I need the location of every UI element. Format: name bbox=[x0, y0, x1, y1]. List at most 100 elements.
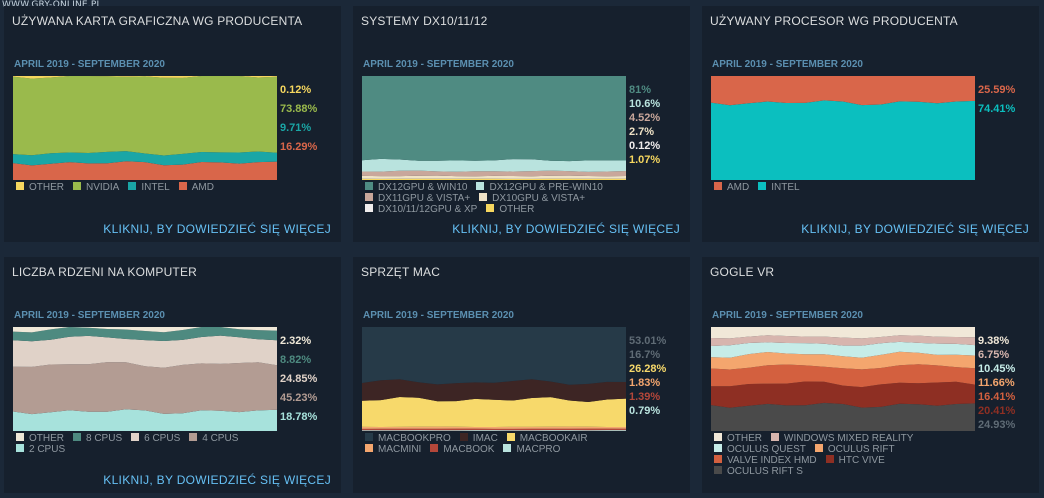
watermark: WWW.GRY-ONLINE.PL bbox=[2, 0, 102, 10]
legend-label: NVIDIA bbox=[86, 182, 120, 193]
legend-item-htc-vive: HTC VIVE bbox=[825, 455, 885, 466]
legend-item-other: OTHER bbox=[714, 433, 762, 444]
percent-label-macbookair: 26.28% bbox=[629, 363, 667, 375]
learn-more-link[interactable]: KLIKNIJ, BY DOWIEDZIEĆ SIĘ WIĘCEJ bbox=[801, 222, 1029, 236]
percent-label-other: 1.07% bbox=[629, 154, 661, 166]
legend-label: IMAC bbox=[472, 433, 498, 444]
legend-item-other: OTHER bbox=[16, 182, 64, 193]
percent-label-other: 0.12% bbox=[280, 84, 312, 96]
percent-label-4-cpus: 45.23% bbox=[280, 392, 318, 404]
vr-headsets-panel: GOGLE VR APRIL 2019 - SEPTEMBER 2020 9.3… bbox=[702, 257, 1039, 493]
panel-title: UŻYWANY PROCESOR WG PRODUCENTA bbox=[710, 14, 958, 28]
legend-label: DX10GPU & VISTA+ bbox=[492, 193, 586, 204]
legend-item-amd: AMD bbox=[714, 182, 749, 193]
date-range: APRIL 2019 - SEPTEMBER 2020 bbox=[712, 310, 863, 321]
chart-legend: OTHER NVIDIA INTEL AMD bbox=[16, 182, 276, 193]
percent-label-6-cpus: 24.85% bbox=[280, 373, 318, 385]
legend-label: OTHER bbox=[29, 433, 64, 444]
legend-item-macpro: MACPRO bbox=[503, 444, 560, 455]
legend-label: OTHER bbox=[727, 433, 762, 444]
area-intel bbox=[13, 151, 277, 166]
legend-item-windows-mixed-reality: WINDOWS MIXED REALITY bbox=[771, 433, 913, 444]
legend-swatch bbox=[459, 433, 468, 441]
chart-legend: MACBOOKPRO IMAC MACBOOKAIR MACMINI MACBOOK MA… bbox=[365, 433, 625, 455]
legend-item-macbookpro: MACBOOKPRO bbox=[365, 433, 451, 444]
vr-headsets-chart bbox=[711, 327, 975, 431]
legend-swatch bbox=[365, 444, 373, 452]
area-oculus-rift-s bbox=[711, 402, 975, 431]
legend-swatch bbox=[73, 433, 81, 441]
mac-hardware-panel: SPRZĘT MAC APRIL 2019 - SEPTEMBER 2020 5… bbox=[353, 257, 690, 493]
legend-item-amd: AMD bbox=[178, 182, 214, 193]
legend-swatch bbox=[128, 182, 137, 190]
legend-label: AMD bbox=[191, 182, 214, 193]
legend-item-6-cpus: 6 CPUS bbox=[131, 433, 180, 444]
legend-swatch bbox=[16, 433, 24, 441]
learn-more-link[interactable]: KLIKNIJ, BY DOWIEDZIEĆ SIĘ WIĘCEJ bbox=[103, 473, 331, 487]
legend-item-dx12gpu-win10: DX12GPU & WIN10 bbox=[365, 182, 467, 193]
area-intel bbox=[711, 100, 975, 180]
area-6-cpus bbox=[13, 335, 277, 368]
percent-label-htc-vive: 20.41% bbox=[978, 405, 1016, 417]
area-2-cpus bbox=[13, 409, 277, 431]
legend-swatch bbox=[771, 433, 779, 441]
learn-more-link[interactable]: KLIKNIJ, BY DOWIEDZIEĆ SIĘ WIĘCEJ bbox=[452, 222, 680, 236]
legend-swatch bbox=[476, 182, 485, 190]
legend-label: MACBOOKAIR bbox=[519, 433, 588, 444]
area-valve-index-hmd bbox=[711, 364, 975, 388]
legend-label: DX12GPU & WIN10 bbox=[378, 182, 468, 193]
legend-item-dx11gpu-vista: DX11GPU & VISTA+ bbox=[365, 193, 470, 204]
legend-swatch bbox=[714, 433, 722, 441]
legend-swatch bbox=[131, 433, 140, 441]
dx-systems-chart bbox=[362, 76, 626, 180]
panel-title: SPRZĘT MAC bbox=[361, 265, 441, 279]
chart-legend: AMD INTEL bbox=[714, 182, 974, 193]
area-macbookair bbox=[362, 397, 626, 427]
area-other bbox=[13, 76, 277, 79]
legend-item-nvidia: NVIDIA bbox=[73, 182, 119, 193]
percent-label-macmini: 1.83% bbox=[629, 377, 661, 389]
percent-label-nvidia: 73.88% bbox=[280, 103, 318, 115]
date-range: APRIL 2019 - SEPTEMBER 2020 bbox=[14, 310, 165, 321]
percent-label-8-cpus: 8.82% bbox=[280, 354, 312, 366]
percent-label-imac: 16.7% bbox=[629, 349, 661, 361]
legend-swatch bbox=[16, 182, 24, 190]
area-macpro bbox=[362, 430, 626, 431]
chart-legend: OTHER 8 CPUS 6 CPUS 4 CPUS 2 CPUS bbox=[16, 433, 276, 455]
legend-label: DX12GPU & PRE-WIN10 bbox=[489, 182, 603, 193]
percent-label-intel: 9.71% bbox=[280, 122, 312, 134]
legend-label: OCULUS QUEST bbox=[727, 444, 806, 455]
area-htc-vive bbox=[711, 381, 975, 408]
percent-label-dx10gpu-vista: 2.7% bbox=[629, 126, 655, 138]
legend-item-oculus-rift-s: OCULUS RIFT S bbox=[714, 466, 803, 477]
legend-label: OTHER bbox=[499, 204, 535, 215]
legend-swatch bbox=[365, 204, 373, 212]
learn-more-link[interactable]: KLIKNIJ, BY DOWIEDZIEĆ SIĘ WIĘCEJ bbox=[103, 222, 331, 236]
legend-item-oculus-quest: OCULUS QUEST bbox=[714, 444, 806, 455]
legend-item-intel: INTEL bbox=[758, 182, 800, 193]
legend-item-other: OTHER bbox=[486, 204, 534, 215]
area-dx12gpu-win10 bbox=[362, 76, 626, 162]
percent-label-2-cpus: 18.78% bbox=[280, 411, 318, 423]
legend-swatch bbox=[714, 455, 722, 463]
area-amd bbox=[13, 161, 277, 180]
legend-label: INTEL bbox=[771, 182, 800, 193]
legend-item-macmini: MACMINI bbox=[365, 444, 421, 455]
percent-label-dx10-11-12gpu-xp: 0.12% bbox=[629, 140, 661, 152]
gpu-vendor-panel: UŻYWANA KARTA GRAFICZNA WG PRODUCENTA AP… bbox=[4, 6, 341, 242]
chart-legend: OTHER WINDOWS MIXED REALITYOCULUS QUEST OC… bbox=[714, 433, 974, 477]
legend-label: MACBOOKPRO bbox=[378, 433, 451, 444]
area-dx12gpu-pre-win10 bbox=[362, 158, 626, 172]
legend-label: OCULUS RIFT bbox=[827, 444, 895, 455]
legend-label: 6 CPUS bbox=[144, 433, 181, 444]
legend-swatch bbox=[714, 444, 722, 452]
legend-item-dx12gpu-pre-win10: DX12GPU & PRE-WIN10 bbox=[476, 182, 603, 193]
percent-label-windows-mixed-reality: 6.75% bbox=[978, 349, 1010, 361]
legend-swatch bbox=[486, 204, 495, 212]
legend-swatch bbox=[16, 444, 24, 452]
legend-item-8-cpus: 8 CPUS bbox=[73, 433, 122, 444]
area-oculus-rift bbox=[711, 351, 975, 370]
legend-label: VALVE INDEX HMD bbox=[727, 455, 817, 466]
panel-title: SYSTEMY DX10/11/12 bbox=[361, 14, 488, 28]
legend-label: MACPRO bbox=[516, 444, 561, 455]
